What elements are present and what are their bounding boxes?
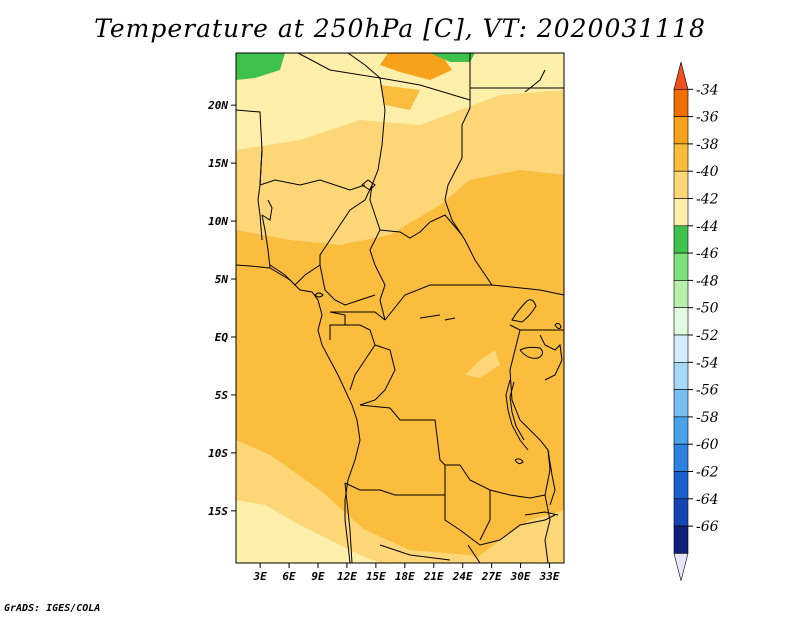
lat-label: 15S — [208, 505, 228, 518]
lon-label: 12E — [337, 570, 357, 583]
colorbar-label: -64 — [696, 492, 719, 508]
colorbar-label: -52 — [696, 328, 719, 344]
colorbar: -34 -36 -38 -40 -42 -44 -46 -48 -50 -52 -54 -56 -58 -… — [673, 61, 719, 581]
colorbar-label: -46 — [696, 246, 719, 262]
lon-label: 33E — [539, 570, 560, 583]
lat-label: 5N — [215, 273, 229, 286]
field-light-streak — [465, 350, 500, 378]
colorbar-label: -54 — [696, 355, 719, 371]
country-borders — [235, 52, 565, 564]
lat-label: 5S — [215, 389, 229, 402]
lon-label: 30E — [510, 570, 531, 583]
colorbar-swatch — [673, 334, 689, 363]
lon-label: 18E — [395, 570, 415, 583]
lat-label: 20N — [207, 99, 228, 112]
lon-label: 3E — [252, 570, 267, 583]
colorbar-swatch — [673, 280, 689, 308]
colorbar-label: -36 — [696, 110, 719, 126]
colorbar-swatch — [673, 198, 689, 227]
lon-label: 9E — [311, 570, 325, 583]
lon-label: 21E — [423, 570, 444, 583]
field-pale-southwest — [236, 500, 380, 563]
colorbar-label: -60 — [696, 437, 719, 453]
colorbar-label: -38 — [696, 137, 719, 153]
colorbar-label: -40 — [696, 164, 719, 180]
coastline — [235, 199, 361, 564]
colorbar-label: -34 — [696, 82, 719, 98]
colorbar-swatch — [673, 143, 689, 172]
colorbar-label: -62 — [696, 465, 719, 481]
colorbar-bottom-arrow — [673, 553, 689, 581]
grads-credit: GrADS: IGES/COLA — [4, 603, 101, 614]
lat-label: EQ — [215, 331, 229, 344]
lat-label: 10N — [208, 215, 228, 228]
field-green-nw — [236, 53, 285, 80]
colorbar-label: -42 — [696, 192, 719, 208]
lat-label: 15N — [208, 157, 228, 170]
colorbar-swatch — [673, 89, 689, 117]
lon-label: 15E — [366, 570, 386, 583]
map-title: Temperature at 250hPa [C], VT: 202003111… — [94, 14, 706, 43]
field-light-north — [236, 90, 564, 245]
colorbar-label: -48 — [696, 273, 719, 289]
colorbar-swatch — [673, 471, 689, 500]
field-green-top — [430, 53, 475, 62]
temperature-field — [236, 53, 564, 563]
map-frame — [235, 52, 565, 564]
colorbar-swatch — [673, 170, 689, 199]
lat-label: 10S — [208, 447, 228, 460]
colorbar-swatch — [673, 307, 689, 336]
colorbar-swatch — [673, 225, 689, 254]
lon-label: 27E — [481, 570, 502, 583]
colorbar-swatch — [673, 116, 689, 145]
colorbar-swatch — [673, 498, 689, 527]
field-orange-top — [380, 53, 452, 80]
colorbar-swatch — [673, 361, 689, 390]
lon-label: 6E — [282, 570, 296, 583]
field-orange-patch-2 — [380, 85, 420, 110]
colorbar-swatch — [673, 525, 689, 554]
colorbar-label: -58 — [696, 410, 719, 426]
colorbar-label: -66 — [696, 519, 719, 535]
colorbar-swatch — [673, 443, 689, 472]
colorbar-label: -56 — [696, 383, 719, 399]
colorbar-top-arrow — [673, 61, 689, 90]
lon-label: 24E — [452, 570, 473, 583]
colorbar-swatch — [673, 416, 689, 445]
colorbar-swatch — [673, 252, 689, 281]
colorbar-swatch — [673, 389, 689, 418]
lakes — [314, 69, 562, 516]
colorbar-label: -50 — [696, 301, 719, 317]
colorbar-label: -44 — [696, 219, 719, 235]
field-light-southeast — [470, 510, 564, 563]
